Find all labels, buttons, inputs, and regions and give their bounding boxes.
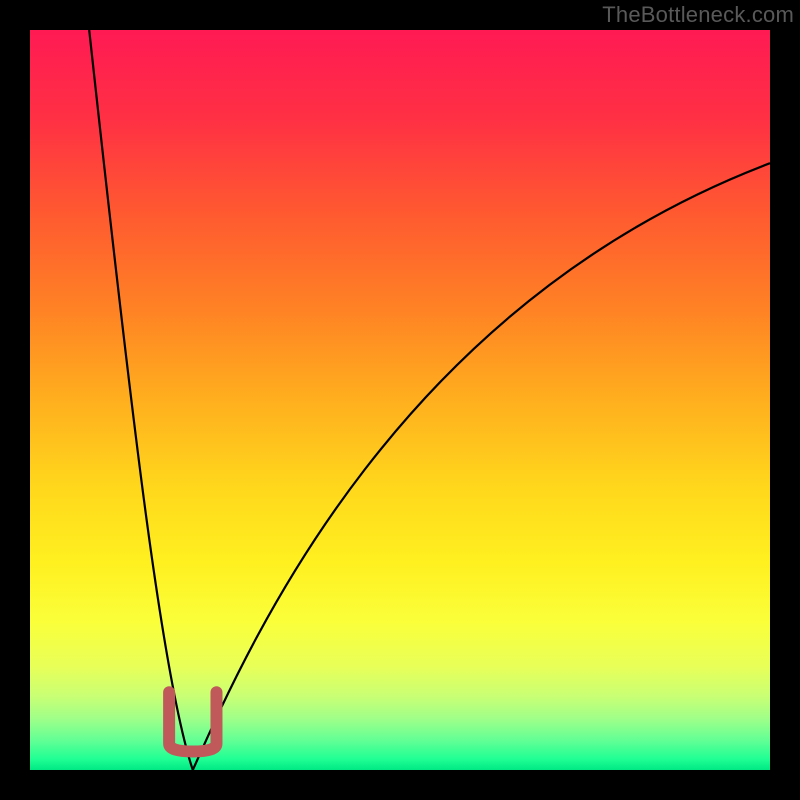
plot-background-gradient — [30, 30, 770, 770]
chart-container: TheBottleneck.com — [0, 0, 800, 800]
watermark-text: TheBottleneck.com — [602, 2, 794, 28]
chart-svg — [0, 0, 800, 800]
